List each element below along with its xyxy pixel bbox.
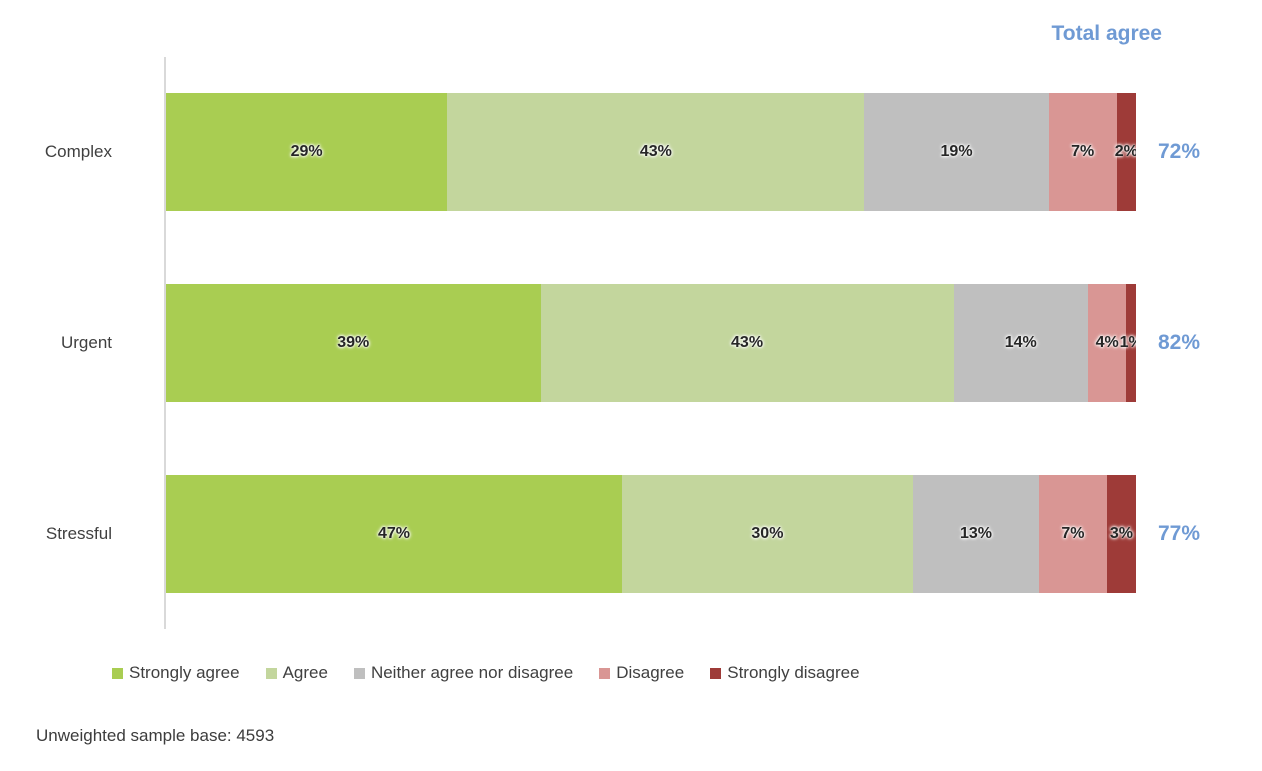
- segment-neither: 14%: [953, 284, 1088, 402]
- segment-strongly-agree: 39%: [166, 284, 541, 402]
- segment-value-label: 14%: [1004, 334, 1037, 351]
- disagree-swatch-icon: [599, 667, 611, 679]
- segment-value-label: 3%: [1109, 524, 1134, 542]
- bar-row-stressful: Stressful 47% 30% 13% 7% 3% 77%: [0, 438, 1262, 629]
- legend-item-strongly-disagree: Strongly disagree: [710, 663, 860, 683]
- segment-strongly-agree: 29%: [166, 93, 448, 212]
- segment-strongly-agree: 47%: [166, 474, 622, 593]
- legend: Strongly agree Agree Neither agree nor d…: [112, 663, 860, 683]
- y-axis-line: [164, 57, 166, 629]
- bar-stressful: 47% 30% 13% 7% 3%: [166, 474, 1136, 593]
- neither-swatch-icon: [353, 667, 365, 679]
- segment-value-label: 39%: [337, 334, 370, 351]
- segment-agree: 43%: [540, 284, 954, 402]
- strongly-agree-swatch-icon: [112, 667, 123, 679]
- segment-value-label: 2%: [1114, 143, 1136, 161]
- segment-value-label: 7%: [1071, 143, 1095, 161]
- legend-item-agree: Agree: [265, 663, 328, 683]
- segment-value-label: 7%: [1061, 524, 1085, 542]
- total-agree-value: 72%: [1158, 140, 1201, 164]
- segment-value-label: 43%: [731, 334, 764, 351]
- total-agree-value: 77%: [1158, 521, 1201, 545]
- category-label: Complex: [44, 142, 112, 162]
- bar-row-urgent: Urgent 39% 43% 14% 4% 1% 82%: [0, 248, 1262, 439]
- legend-label: Neither agree nor disagree: [370, 663, 574, 682]
- segment-value-label: 1%: [1119, 334, 1136, 351]
- legend-label: Strongly agree: [129, 663, 240, 682]
- legend-label: Disagree: [616, 663, 685, 682]
- segment-value-label: 47%: [377, 524, 410, 542]
- segment-neither: 19%: [864, 93, 1049, 212]
- legend-item-disagree: Disagree: [599, 663, 684, 683]
- segment-value-label: 29%: [290, 143, 323, 161]
- segment-value-label: 43%: [639, 143, 672, 161]
- segment-strongly-disagree: 2%: [1114, 93, 1136, 212]
- category-label: Stressful: [45, 523, 112, 543]
- bar-complex: 29% 43% 19% 7% 2%: [166, 93, 1136, 212]
- segment-strongly-disagree: 1%: [1120, 284, 1136, 402]
- bar-urgent: 39% 43% 14% 4% 1%: [166, 284, 1136, 402]
- total-agree-value: 82%: [1158, 331, 1201, 354]
- segment-value-label: 30%: [751, 524, 784, 542]
- segment-disagree: 7%: [1048, 93, 1117, 212]
- segment-agree: 43%: [447, 93, 865, 212]
- segment-strongly-disagree: 3%: [1106, 474, 1136, 593]
- bar-row-complex: Complex 29% 43% 19% 7% 2% 72%: [0, 57, 1262, 248]
- legend-item-neither: Neither agree nor disagree: [353, 663, 574, 683]
- agree-swatch-icon: [265, 667, 277, 679]
- legend-label: Strongly disagree: [727, 663, 860, 682]
- segment-value-label: 13%: [959, 524, 992, 542]
- legend-item-strongly-agree: Strongly agree: [112, 663, 240, 683]
- segment-disagree: 4%: [1087, 284, 1127, 402]
- sample-base-note: Unweighted sample base: 4593: [36, 726, 275, 745]
- category-label: Urgent: [60, 333, 112, 352]
- plot-area: Complex 29% 43% 19% 7% 2% 72%: [0, 57, 1262, 629]
- segment-disagree: 7%: [1039, 474, 1107, 593]
- segment-agree: 30%: [621, 474, 913, 593]
- segment-value-label: 19%: [940, 143, 973, 161]
- segment-neither: 13%: [912, 474, 1039, 593]
- total-agree-header: Total agree: [1051, 22, 1162, 45]
- legend-label: Agree: [282, 663, 328, 682]
- segment-value-label: 4%: [1095, 334, 1119, 351]
- strongly-disagree-swatch-icon: [710, 667, 722, 679]
